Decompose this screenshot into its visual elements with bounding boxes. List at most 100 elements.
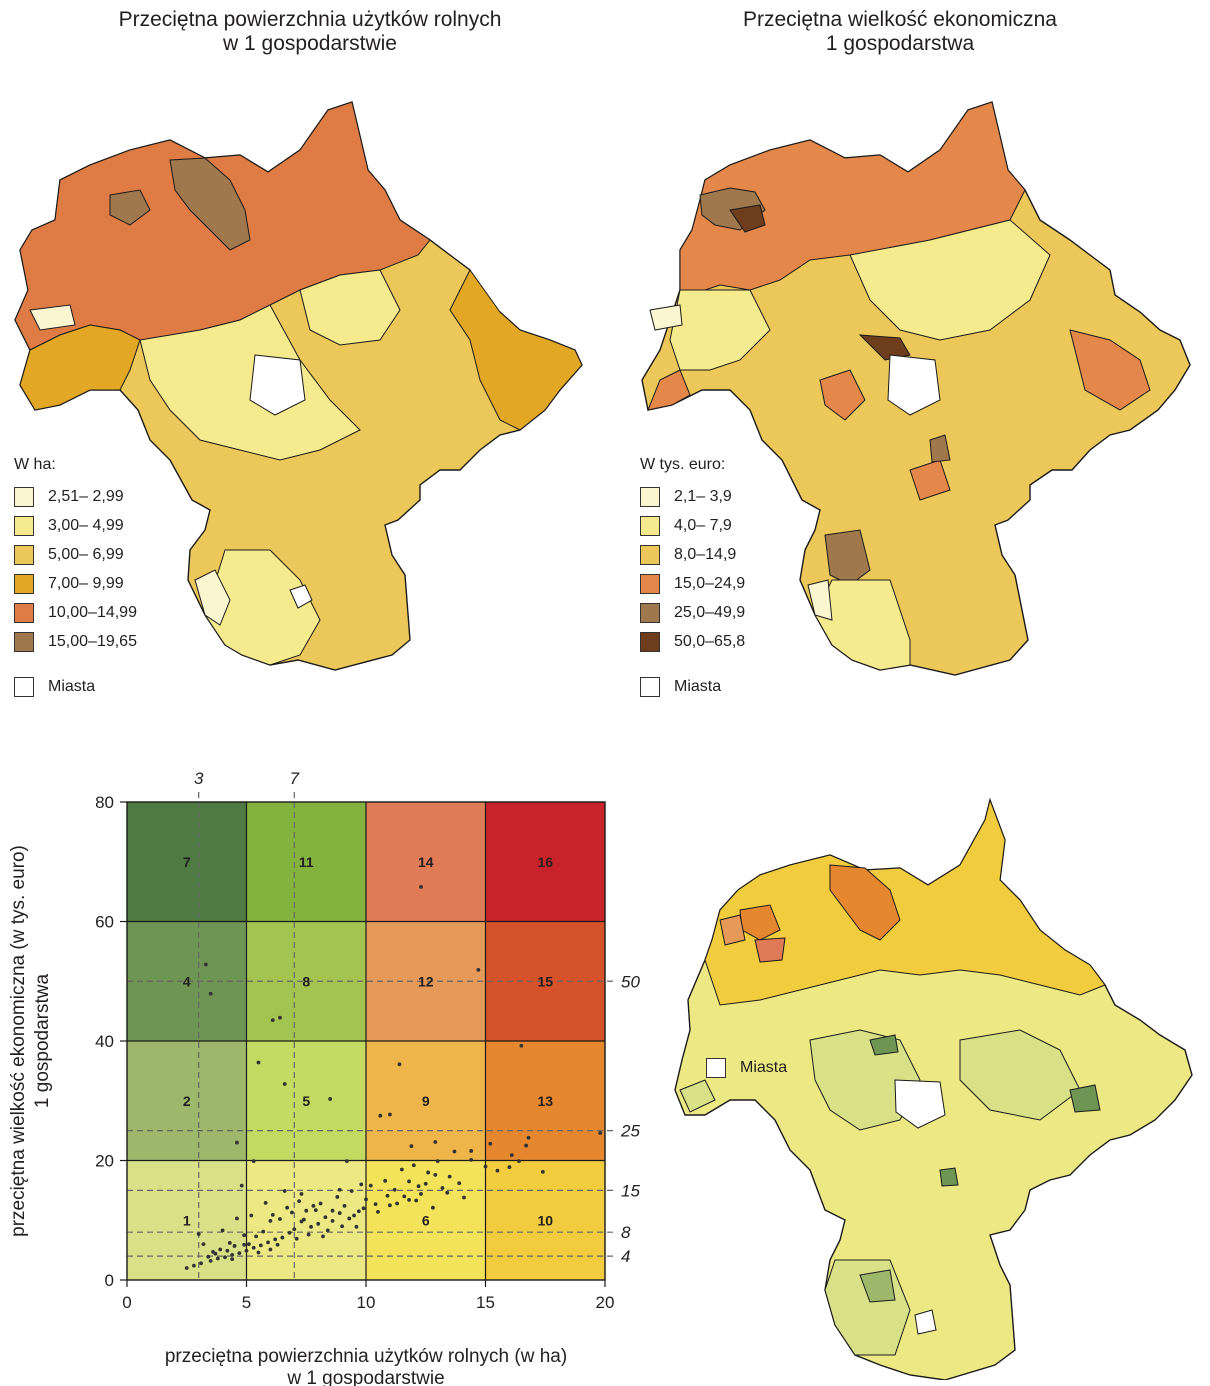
data-point	[246, 1242, 251, 1247]
data-point	[340, 1224, 344, 1229]
legend-item: 15,00–19,65	[14, 627, 137, 656]
class-cell-9	[366, 1041, 486, 1161]
data-point	[407, 1179, 411, 1184]
data-point	[328, 1097, 333, 1101]
data-point	[395, 1201, 399, 1206]
class-cell-1	[127, 1160, 247, 1280]
data-point	[524, 1143, 529, 1148]
legend-swatch-cities	[14, 676, 34, 697]
data-point	[385, 1193, 390, 1198]
data-point	[223, 1255, 227, 1260]
data-point	[278, 1217, 282, 1221]
legend-swatch-cities	[706, 1057, 726, 1078]
map-econ-title: Przeciętna wielkość ekonomiczna 1 gospod…	[700, 8, 1100, 56]
data-point	[416, 1184, 421, 1189]
data-point	[232, 1244, 237, 1248]
data-point	[208, 1258, 213, 1263]
data-point	[213, 1251, 218, 1256]
legend-swatch	[14, 602, 34, 623]
legend-label: 2,51– 2,99	[48, 487, 124, 505]
data-point	[378, 1113, 383, 1118]
legend-label: 5,00– 6,99	[48, 545, 124, 563]
dashed-label-x: 7	[290, 769, 300, 788]
class-cell-13	[485, 1041, 605, 1161]
data-point	[526, 1135, 531, 1140]
data-point	[282, 1189, 287, 1193]
data-point	[235, 1140, 239, 1145]
legend-swatch	[14, 515, 34, 536]
legend-item: 25,0–49,9	[640, 598, 745, 627]
y-tick-label: 40	[95, 1032, 114, 1051]
y-axis-label-line1: przeciętna wielkość ekonomiczna (w tys. …	[8, 845, 29, 1237]
class-cell-5	[246, 1041, 366, 1161]
data-point	[270, 1212, 275, 1217]
map-econ-legend-title: W tys. euro:	[640, 456, 726, 473]
data-point	[220, 1228, 225, 1233]
map-econ-title-line1: Przeciętna wielkość ekonomiczna	[743, 8, 1057, 31]
data-point	[540, 1169, 545, 1174]
legend-label: 3,00– 4,99	[48, 516, 124, 534]
legend-swatch	[640, 573, 660, 594]
data-point	[426, 1170, 431, 1175]
data-point	[318, 1201, 323, 1206]
x-axis-label-line1: przeciętna powierzchnia użytków rolnych …	[165, 1346, 567, 1367]
cell-label: 16	[537, 854, 553, 870]
legend-swatch	[640, 602, 660, 623]
data-point	[256, 1060, 261, 1065]
class-cell-11	[246, 802, 366, 922]
data-point	[251, 1159, 256, 1163]
data-point	[206, 1254, 211, 1259]
legend-swatch	[640, 544, 660, 565]
class-cell-7	[127, 802, 247, 922]
cell-label: 4	[183, 973, 191, 989]
data-point	[230, 1253, 235, 1257]
data-point	[313, 1208, 318, 1212]
data-point	[337, 1187, 342, 1192]
data-point	[388, 1112, 392, 1117]
cell-label: 1	[183, 1212, 191, 1228]
data-point	[392, 1187, 397, 1192]
data-point	[368, 1183, 373, 1188]
data-point	[192, 1263, 196, 1268]
legend-item: 3,00– 4,99	[14, 511, 137, 540]
cell-label: 10	[537, 1212, 553, 1228]
data-point	[184, 1266, 189, 1270]
y-tick-label: 80	[95, 793, 114, 812]
data-point	[258, 1243, 263, 1248]
legend-item: 10,00–14,99	[14, 598, 137, 627]
data-point	[344, 1159, 349, 1163]
data-point	[411, 1163, 416, 1168]
class-cell-16	[485, 802, 605, 922]
dashed-label-y: 4	[621, 1247, 630, 1266]
class-cell-14	[366, 802, 486, 922]
data-point	[309, 1224, 313, 1229]
y-tick-label: 0	[105, 1271, 114, 1290]
y-tick-label: 60	[95, 913, 114, 932]
data-point	[397, 1062, 402, 1067]
legend-label: 10,00–14,99	[48, 603, 137, 621]
data-point	[361, 1206, 366, 1211]
data-point	[292, 1227, 297, 1232]
data-point	[280, 1235, 285, 1240]
dashed-label-y: 8	[621, 1223, 631, 1242]
data-point	[342, 1204, 347, 1208]
data-point	[301, 1217, 306, 1222]
map-bivariate-legend: Miasta	[706, 1053, 787, 1082]
data-point	[287, 1230, 292, 1235]
data-point	[225, 1248, 230, 1253]
map-econ-title-line2: 1 gospodarstwa	[825, 32, 975, 55]
data-point	[419, 1192, 423, 1196]
data-point	[256, 1250, 261, 1255]
data-point	[268, 1247, 273, 1252]
legend-item: 50,0–65,8	[640, 627, 745, 656]
legend-label: 4,0– 7,9	[674, 516, 732, 534]
data-point	[304, 1208, 309, 1213]
class-cell-2	[127, 1041, 247, 1161]
map-area-shape	[14, 101, 583, 671]
cell-label: 7	[183, 854, 191, 870]
legend-label: 50,0–65,8	[674, 632, 746, 650]
data-point	[337, 1211, 342, 1215]
data-point	[383, 1178, 388, 1183]
data-point	[469, 1149, 474, 1153]
